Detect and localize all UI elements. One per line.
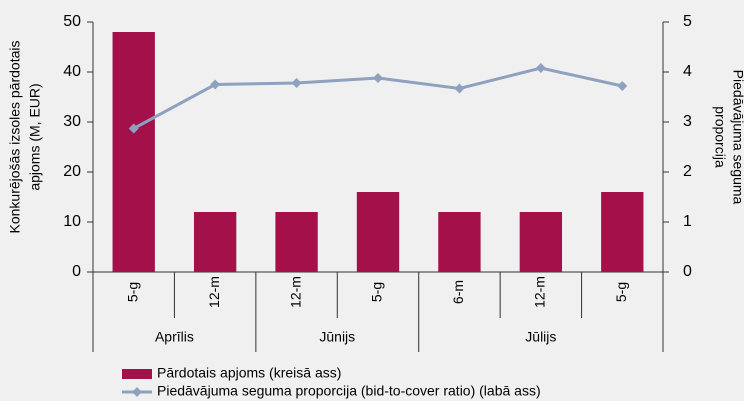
y-tick-label: 0: [72, 263, 81, 280]
bar: [438, 212, 481, 272]
marker: [454, 83, 465, 94]
x-tick-label: 12-m: [206, 276, 222, 308]
y-tick-label: 40: [63, 63, 81, 80]
y2-tick-label: 0: [683, 263, 692, 280]
y2-tick-label: 4: [683, 63, 692, 80]
y2-tick-label: 2: [683, 163, 692, 180]
bar: [601, 192, 644, 272]
bar: [112, 32, 155, 272]
y-tick-label: 10: [63, 213, 81, 230]
y2-axis-label: proporcija: [712, 106, 728, 168]
y2-tick-label: 3: [683, 113, 692, 130]
y2-axis-label: Piedāvājuma seguma: [730, 70, 744, 205]
legend-swatch: [122, 369, 152, 379]
marker: [373, 73, 383, 83]
marker: [210, 79, 221, 90]
group-label: Aprīlis: [155, 329, 194, 345]
legend-marker: [132, 387, 142, 397]
marker: [128, 123, 139, 134]
legend-label: Piedāvājuma seguma proporcija (bid-to-co…: [157, 383, 541, 399]
x-tick-label: 5-g: [369, 282, 385, 302]
group-label: Jūnijs: [319, 329, 355, 345]
marker: [617, 81, 628, 91]
y-axis-label: apjoms (M, EUR): [27, 83, 43, 190]
x-tick-label: 12-m: [532, 276, 548, 308]
bar: [519, 212, 563, 272]
y2-tick-label: 1: [683, 213, 692, 230]
group-label: Jūlijs: [525, 329, 556, 345]
bar: [356, 192, 400, 272]
x-tick-label: 5-g: [613, 282, 629, 302]
x-tick-label: 6-m: [450, 280, 466, 304]
x-tick-label: 12-m: [287, 276, 303, 308]
bar: [193, 212, 237, 272]
bar: [275, 212, 318, 272]
marker: [291, 78, 302, 88]
y2-tick-label: 5: [683, 13, 692, 30]
x-tick-label: 5-g: [124, 282, 140, 302]
legend-label: Pārdotais apjoms (kreisā ass): [157, 365, 341, 381]
y-tick-label: 20: [63, 163, 81, 180]
y-tick-label: 50: [63, 13, 81, 30]
y-axis-label: Konkurējošās izsoles pārdotais: [7, 41, 23, 234]
marker: [535, 63, 546, 73]
y-tick-label: 30: [63, 113, 81, 130]
